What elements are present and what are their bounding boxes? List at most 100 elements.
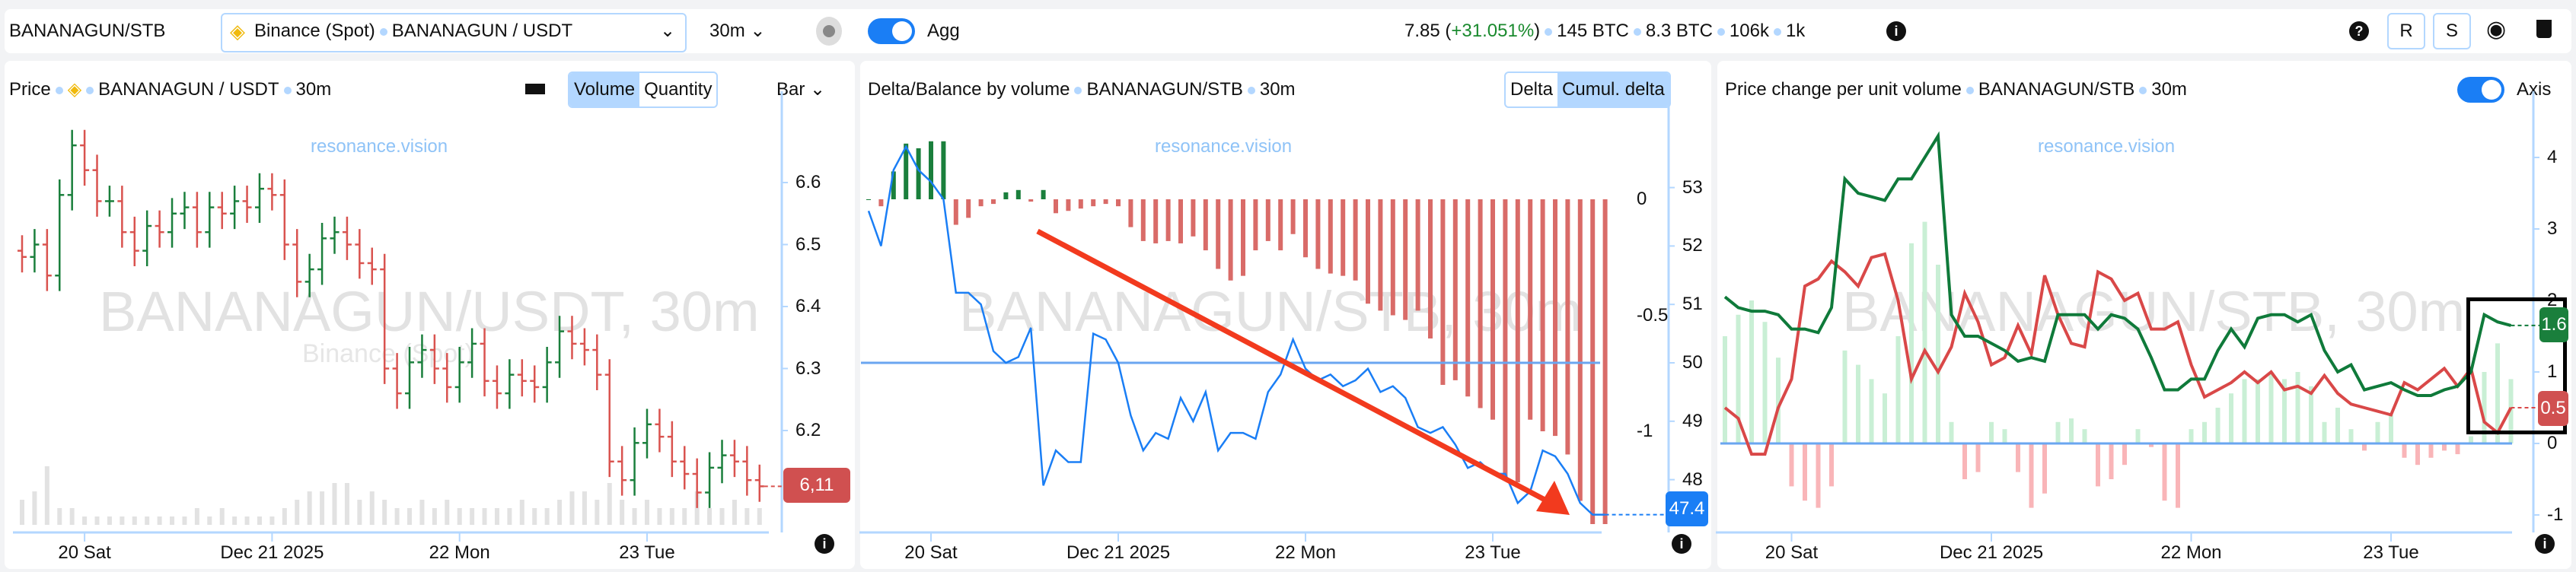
histogram-bar <box>2469 436 2473 443</box>
green-value-label: 1.6 <box>2539 307 2568 342</box>
record-button[interactable] <box>816 17 842 46</box>
x-tick-label: 23 Tue <box>619 542 675 563</box>
market-selector[interactable]: ◈ Binance (Spot) BANANAGUN / USDT ⌄ <box>221 13 687 52</box>
histogram-bar <box>1736 314 1741 443</box>
delta-bar <box>1241 199 1245 276</box>
cumul-delta-option[interactable]: Cumul. delta <box>1557 73 1669 106</box>
volume-bar <box>569 491 575 525</box>
info-icon[interactable]: i <box>1672 534 1691 554</box>
axis-toggle[interactable] <box>2457 77 2504 103</box>
histogram-bar <box>1803 443 1807 501</box>
histogram-bar <box>2508 379 2514 443</box>
info-icon[interactable]: i <box>1886 21 1906 41</box>
trash-icon[interactable] <box>2536 20 2552 38</box>
delta-bar <box>1290 199 1296 234</box>
price-bar <box>129 216 139 267</box>
watermark: BANANAGUN/STB, 30m <box>1842 280 2466 343</box>
delta-bar <box>953 199 958 225</box>
price-bar <box>492 365 502 409</box>
price-bar <box>104 186 114 217</box>
histogram-bar <box>2322 421 2327 443</box>
delta-bar <box>1315 199 1321 269</box>
histogram-bar <box>2428 443 2434 458</box>
volume-bar <box>732 500 737 525</box>
volume-bar <box>607 483 612 525</box>
info-icon[interactable]: i <box>2535 534 2555 554</box>
histogram-bar <box>2389 415 2393 443</box>
volume-bar <box>207 516 212 525</box>
brand-watermark: resonance.vision <box>1155 136 1293 157</box>
histogram-bar <box>2362 443 2367 451</box>
top-toolbar <box>5 9 2571 53</box>
price-bar <box>630 427 639 496</box>
volume-bar <box>295 500 300 525</box>
volume-bar <box>369 491 375 525</box>
delta-bar <box>1153 199 1159 243</box>
delta-option[interactable]: Delta <box>1510 79 1554 100</box>
y-tick-label: 51 <box>1682 294 1703 315</box>
delta-bar <box>916 148 921 199</box>
price-bar <box>717 440 727 484</box>
volume-bar <box>320 491 325 525</box>
histogram-bar <box>2256 379 2260 443</box>
y-tick-label: 50 <box>1682 352 1703 373</box>
price-bar <box>142 210 152 267</box>
binance-logo-icon: ◈ <box>230 20 245 43</box>
y-tick-label: 49 <box>1682 410 1703 431</box>
brand-watermark: resonance.vision <box>311 136 448 157</box>
price-bar <box>680 446 690 490</box>
delta-tick-label: -1 <box>1637 421 1653 441</box>
price-bar <box>467 328 477 378</box>
volume-bar <box>432 508 437 525</box>
volume-bar <box>157 516 162 525</box>
trend-arrow-head <box>1536 481 1570 515</box>
price-bar <box>579 328 589 366</box>
volume-option[interactable]: Volume <box>569 73 640 106</box>
y-tick-label: 48 <box>1682 469 1703 490</box>
eye-icon[interactable]: ◉ <box>2486 17 2507 42</box>
volume-bar <box>357 500 362 525</box>
delta-bar <box>1303 199 1308 258</box>
agg-label: Agg <box>927 21 960 41</box>
histogram-bar <box>2282 379 2287 443</box>
histogram-bar <box>2202 421 2207 443</box>
quantity-option[interactable]: Quantity <box>644 79 713 100</box>
ruler-icon[interactable] <box>525 84 545 94</box>
y-tick-label: 6.2 <box>795 420 821 440</box>
volume-bar <box>20 500 24 525</box>
volume-bar <box>557 500 563 525</box>
histogram-bar <box>1842 350 1848 443</box>
y-tick-label: 1 <box>2547 361 2558 382</box>
info-icon[interactable]: i <box>815 534 834 554</box>
histogram-bar <box>1909 243 1914 443</box>
x-tick-label: Dec 21 2025 <box>1066 542 1171 563</box>
delta-bar <box>1054 199 1058 214</box>
delta-bar <box>929 141 933 199</box>
volume-bar <box>82 516 88 525</box>
volume-bar <box>445 500 450 525</box>
volume-bar <box>757 508 762 525</box>
delta-bar <box>1341 199 1346 276</box>
histogram-bar <box>2415 443 2420 466</box>
separator-dot <box>2139 86 2147 94</box>
interval-selector[interactable]: 30m ⌄ <box>709 20 765 43</box>
delta-panel-title: Delta/Balance by volume BANANAGUN/STB 30m <box>868 78 1296 101</box>
interval-label: 30m <box>709 21 745 41</box>
volume-bar <box>120 516 125 525</box>
volume-bar <box>494 508 499 525</box>
panel-pair: BANANAGUN / USDT <box>98 79 279 100</box>
agg-toggle[interactable] <box>868 18 915 44</box>
volume-bar <box>44 466 49 525</box>
s-button[interactable]: S <box>2433 13 2471 49</box>
histogram-bar <box>2096 443 2100 487</box>
count-stat: 1k <box>1785 21 1806 41</box>
r-button[interactable]: R <box>2387 13 2425 49</box>
volume-bar <box>470 508 475 525</box>
price-bar <box>555 316 565 378</box>
delta-bar <box>1503 199 1508 478</box>
price-bar <box>30 229 40 273</box>
histogram-bar <box>2295 372 2300 443</box>
volume-quantity-toggle: Volume Quantity <box>568 72 719 108</box>
help-icon[interactable]: ? <box>2349 21 2369 41</box>
histogram-bar <box>2229 393 2233 443</box>
